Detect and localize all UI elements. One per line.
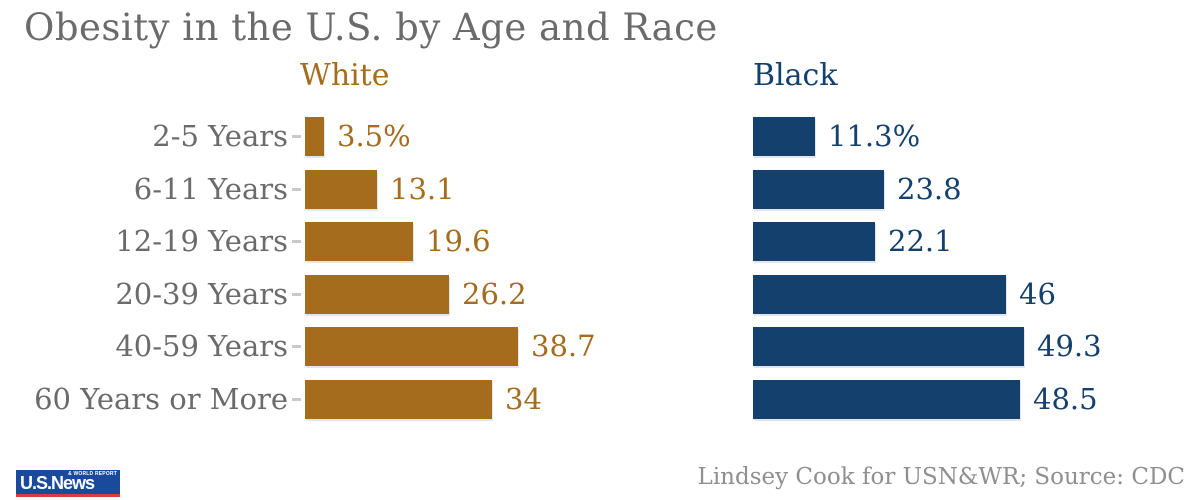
white-bar [305,169,377,209]
black-bar [753,274,1006,314]
black-value-label: 46 [1019,276,1056,311]
axis-tick [292,292,301,296]
usnews-logo-red-underline [16,494,120,497]
bar-row: 2-5 Years 3.5% 11.3% [0,110,1200,163]
chart-title: Obesity in the U.S. by Age and Race [24,6,718,49]
white-value-label: 34 [505,381,542,416]
black-bar [753,117,815,156]
category-label: 6-11 Years [133,171,288,206]
bar-rows: 2-5 Years 3.5% 11.3% 6-11 Years 13.1 23.8 12-1… [0,110,1200,425]
black-bar [753,222,875,261]
black-bar [753,169,884,209]
category-label: 60 Years or More [34,381,288,416]
white-bar [305,222,413,261]
white-value-label: 3.5% [337,119,411,153]
series-header-white: White [300,58,390,93]
bar-row: 20-39 Years 26.2 46 [0,268,1200,321]
category-label: 2-5 Years [152,119,288,153]
usnews-logo-background [16,470,120,494]
series-header-black: Black [753,58,838,93]
white-bar [305,379,492,419]
white-value-label: 19.6 [426,224,491,258]
black-value-label: 23.8 [897,171,962,206]
white-bar [305,117,324,156]
category-label: 40-59 Years [115,329,288,363]
attribution-text: Lindsey Cook for USN&WR; Source: CDC [697,464,1185,490]
black-value-label: 22.1 [888,224,953,258]
usnews-logo-text: U.S.News [20,473,95,493]
bar-row: 6-11 Years 13.1 23.8 [0,163,1200,216]
bar-row: 12-19 Years 19.6 22.1 [0,215,1200,268]
black-value-label: 48.5 [1033,381,1098,416]
category-label: 20-39 Years [115,276,288,311]
bar-row: 40-59 Years 38.7 49.3 [0,320,1200,373]
white-value-label: 13.1 [390,171,455,206]
category-label: 12-19 Years [115,224,288,258]
white-value-label: 38.7 [531,329,596,363]
black-bar [753,379,1020,419]
axis-tick [292,135,301,138]
axis-tick [292,345,301,348]
black-bar [753,327,1024,366]
black-value-label: 11.3% [828,119,921,153]
axis-tick [292,240,301,243]
white-value-label: 26.2 [462,276,527,311]
usnews-logo: & WORLD REPORT U.S.News [16,470,120,497]
usnews-logo-subtext: & WORLD REPORT [68,471,117,477]
white-bar [305,327,518,366]
black-value-label: 49.3 [1037,329,1102,363]
axis-tick [292,397,301,401]
bar-row: 60 Years or More 34 48.5 [0,373,1200,426]
white-bar [305,274,449,314]
axis-tick [292,187,301,191]
